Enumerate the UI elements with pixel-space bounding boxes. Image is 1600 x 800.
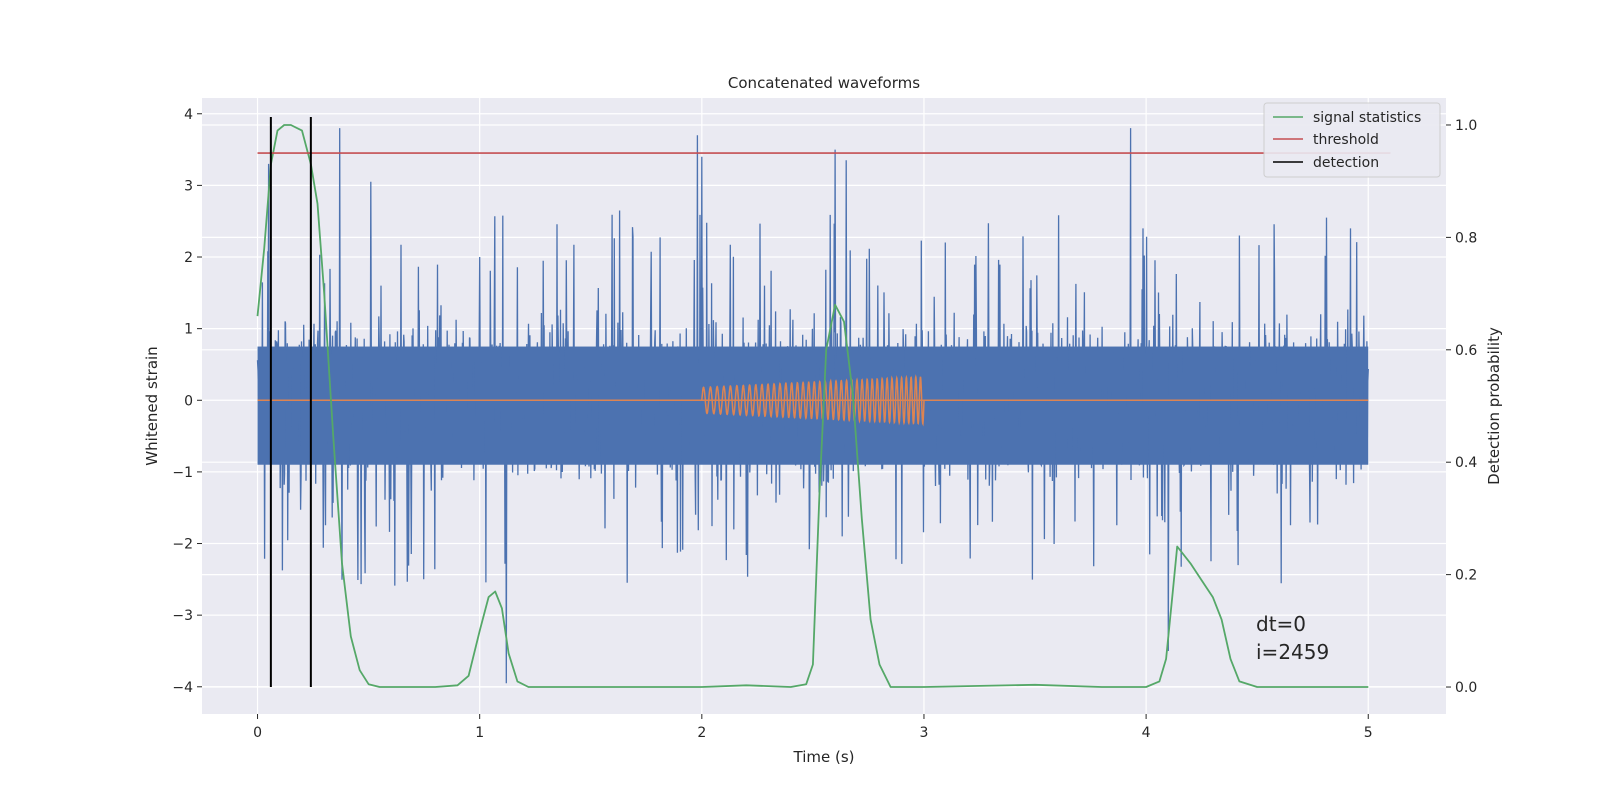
y-tick-label: 3 (184, 178, 193, 194)
signal-statistics-line (256, 124, 1369, 688)
x-tick-label: 0 (253, 725, 262, 741)
x-tick-label: 3 (920, 725, 929, 741)
chart-title: Concatenated waveforms (728, 74, 920, 92)
x-tick-label: 1 (475, 725, 484, 741)
annotation-index: i=2459 (1256, 640, 1329, 664)
y-tick-label: 4 (184, 107, 193, 123)
x-tick-label: 4 (1142, 725, 1151, 741)
y2-tick-label: 0.0 (1455, 680, 1477, 696)
y-tick-label: −2 (172, 537, 193, 553)
x-tick-label: 5 (1364, 725, 1373, 741)
y2-tick-label: 1.0 (1455, 118, 1477, 134)
y2-axis-label: Detection probability (1485, 327, 1503, 485)
y-tick-label: −1 (172, 465, 193, 481)
y-tick-label: 0 (184, 393, 193, 409)
legend-label-threshold: threshold (1313, 132, 1379, 148)
detection-markers (269, 116, 312, 688)
annotation-dt: dt=0 (1256, 612, 1306, 636)
y-tick-label: −4 (172, 680, 193, 696)
x-axis-label: Time (s) (793, 748, 855, 766)
y2-tick-label: 0.2 (1455, 568, 1477, 584)
y2-ticks: 0.0 0.2 0.4 0.6 0.8 1.0 (1446, 118, 1477, 696)
y2-tick-label: 0.6 (1455, 343, 1477, 359)
x-ticks: 0 1 2 3 4 5 (253, 714, 1373, 741)
signal-statistics-series (256, 124, 1369, 688)
legend: signal statistics threshold detection (1263, 102, 1441, 178)
y-axis-label: Whitened strain (143, 346, 161, 465)
legend-label-detection: detection (1313, 155, 1379, 171)
x-tick-label: 2 (697, 725, 706, 741)
injection-chirp (701, 374, 925, 427)
y-tick-label: 2 (184, 250, 193, 266)
legend-box (1263, 102, 1441, 178)
y-tick-label: −3 (172, 608, 193, 624)
y-ticks: −4 −3 −2 −1 0 1 2 3 4 (172, 107, 202, 696)
y2-tick-label: 0.4 (1455, 455, 1477, 471)
legend-label-signal-statistics: signal statistics (1313, 110, 1421, 126)
injection-series (257, 374, 1369, 427)
y2-tick-label: 0.8 (1455, 230, 1477, 246)
y-tick-label: 1 (184, 322, 193, 338)
